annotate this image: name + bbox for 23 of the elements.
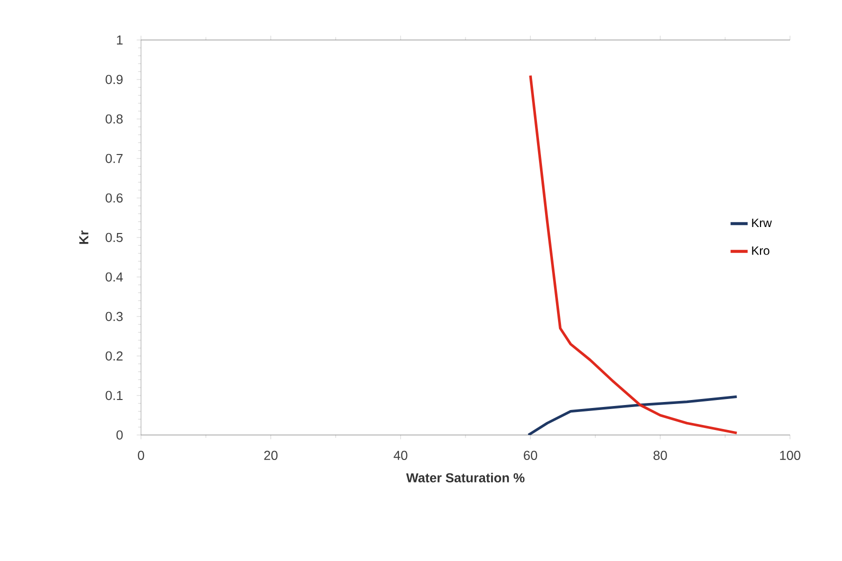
line-series [527, 395, 738, 435]
legend-label: Krw [752, 218, 772, 227]
y-tick-label: 1 [116, 36, 123, 44]
line-series [529, 74, 738, 434]
x-tick-label: 0 [138, 450, 144, 460]
y-tick-label: 0.6 [106, 193, 123, 203]
y-axis-title: Kr [79, 230, 88, 244]
y-tick-label: 0.3 [106, 312, 123, 322]
x-tick-label: 60 [524, 450, 538, 460]
y-tick-label: 0.7 [106, 154, 123, 164]
y-tick-label: 0.1 [106, 390, 123, 400]
y-tick-label: 0.9 [106, 74, 123, 84]
x-axis-title: Water Saturation % [406, 472, 524, 482]
y-tick-label: 0.2 [106, 351, 123, 361]
y-tick-label: 0 [116, 430, 123, 440]
y-tick-label: 0.5 [106, 232, 123, 242]
y-tick-label: 0.8 [106, 114, 123, 124]
x-tick-label: 40 [394, 450, 408, 460]
y-tick-label: 0.4 [106, 272, 123, 282]
x-tick-label: 20 [264, 450, 278, 460]
x-tick-label: 100 [780, 450, 800, 460]
legend-label: Kro [752, 246, 770, 255]
x-tick-label: 80 [654, 450, 667, 460]
